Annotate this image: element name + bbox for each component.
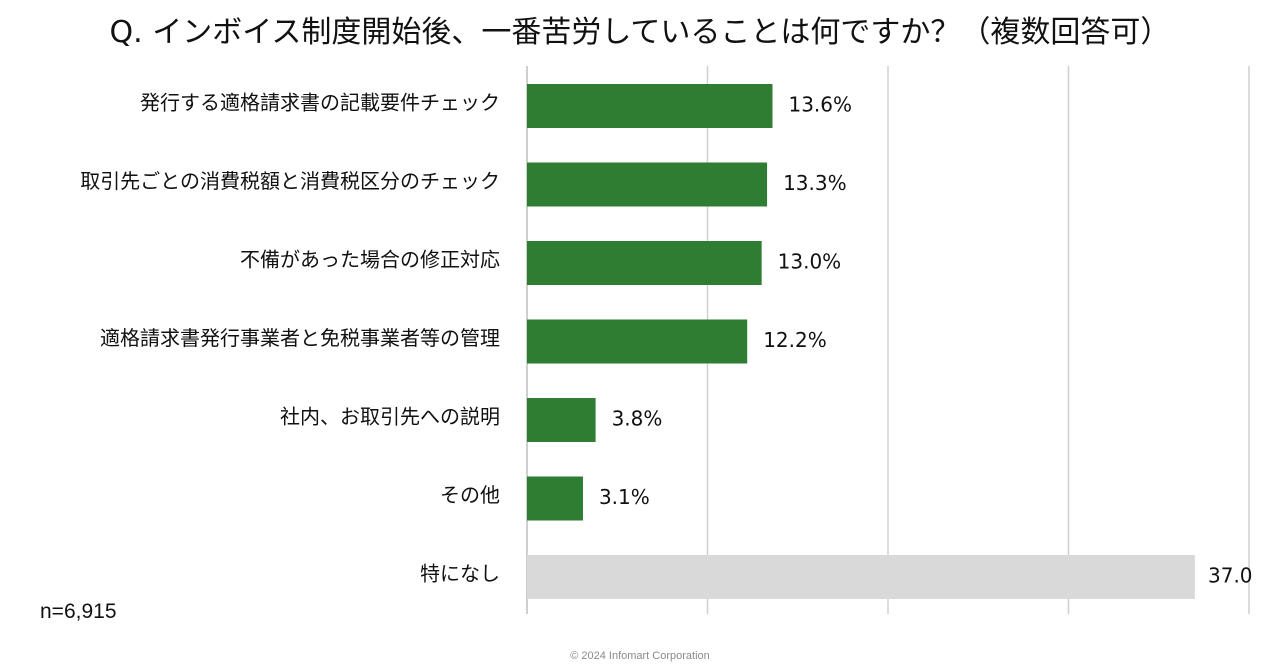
bar-5 — [527, 476, 583, 521]
bar-2 — [527, 241, 762, 285]
copyright-notice: © 2024 Infomart Corporation — [570, 650, 710, 662]
value-label-5: 3.1% — [599, 485, 650, 509]
bar-1 — [527, 162, 768, 207]
chart-title: Q. インボイス制度開始後、一番苦労していることは何ですか？（複数回答可） — [109, 15, 1171, 50]
value-label-1: 13.3% — [783, 171, 847, 195]
sample-size: n=6,915 — [40, 600, 117, 623]
category-label-5: その他 — [440, 483, 500, 507]
value-label-6: 37.0 — [1208, 564, 1253, 588]
category-label-1: 取引先ごとの消費税額と消費税区分のチェック — [80, 169, 500, 193]
category-label-3: 適格請求書発行事業者と免税事業者等の管理 — [100, 326, 500, 350]
value-label-0: 13.6% — [788, 93, 852, 117]
category-label-4: 社内、お取引先への説明 — [280, 405, 500, 429]
bar-3 — [527, 319, 748, 364]
category-label-0: 発行する適格請求書の記載要件チェック — [140, 91, 500, 115]
bar-4 — [527, 398, 596, 442]
bar-6 — [527, 555, 1195, 599]
category-label-6: 特になし — [420, 562, 500, 586]
value-label-4: 3.8% — [612, 407, 663, 431]
value-label-3: 12.2% — [763, 328, 827, 352]
category-label-2: 不備があった場合の修正対応 — [240, 248, 500, 272]
value-label-2: 13.0% — [778, 250, 842, 274]
bar-0 — [527, 84, 773, 128]
